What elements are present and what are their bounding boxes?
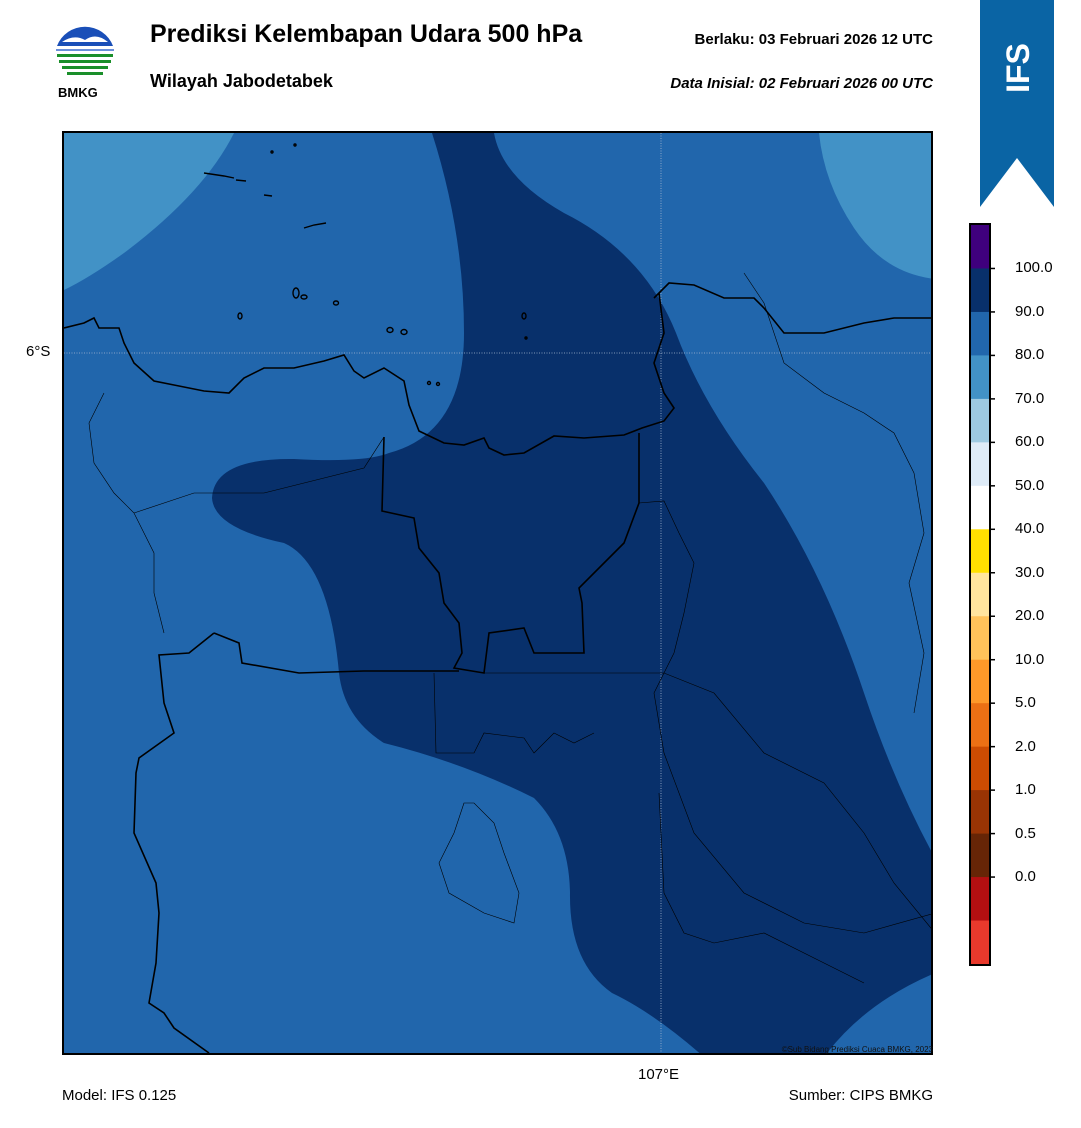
colorbar: [969, 223, 995, 966]
copyright-text: ©Sub Bidang Prediksi Cuaca BMKG, 2023: [781, 1045, 933, 1054]
colorbar-label: 10.0: [1015, 650, 1045, 668]
colorbar-swatch: [971, 311, 989, 356]
tangerang-boundary: [213, 632, 459, 674]
colorbar-label: 90.0: [1015, 302, 1045, 320]
colorbar-label: 50.0: [1015, 476, 1045, 494]
colorbar-label: 0.5: [1015, 824, 1036, 842]
colorbar-label: 2.0: [1015, 737, 1036, 755]
chart-subtitle: Wilayah Jabodetabek: [150, 71, 333, 91]
colorbar-label: 20.0: [1015, 607, 1045, 625]
humidity-band-70-80-ne: [819, 133, 931, 279]
colorbar-swatch: [971, 703, 989, 748]
colorbar-swatches: [969, 223, 995, 966]
bmkg-logo: [54, 22, 116, 84]
colorbar-swatch: [971, 659, 989, 704]
admin-boundaries: [88, 272, 931, 984]
colorbar-swatch: [971, 225, 989, 269]
colorbar-label: 100.0: [1015, 259, 1053, 277]
colorbar-swatch: [971, 616, 989, 661]
colorbar-swatch: [971, 833, 989, 878]
map-panel: [62, 131, 933, 1055]
colorbar-swatch: [971, 442, 989, 487]
initial-time: Data Inisial: 02 Februari 2026 00 UTC: [670, 75, 933, 92]
humidity-band-90-100: [212, 133, 931, 1053]
colorbar-swatch: [971, 485, 989, 530]
ifs-badge-text: IFS: [1000, 43, 1036, 93]
humidity-band-70-80-nw: [64, 133, 234, 290]
colorbar-swatch: [971, 746, 989, 791]
coastline: [64, 282, 931, 456]
colorbar-swatch: [971, 355, 989, 400]
chart-title: Prediksi Kelembapan Udara 500 hPa: [150, 20, 583, 48]
colorbar-label: 40.0: [1015, 520, 1045, 538]
source-label: Sumber: CIPS BMKG: [788, 1087, 933, 1104]
colorbar-label: 0.0: [1015, 868, 1036, 886]
colorbar-swatch: [971, 398, 989, 443]
banten-boundary: [133, 632, 215, 1053]
ifs-badge: IFS: [980, 0, 1054, 210]
longitude-label: 107°E: [638, 1066, 680, 1083]
colorbar-label: 70.0: [1015, 389, 1045, 407]
colorbar-swatch: [971, 529, 989, 574]
colorbar-swatch: [971, 877, 989, 922]
colorbar-swatch: [971, 572, 989, 617]
bookmark-ribbon-icon: [980, 0, 1054, 207]
thousand-islands: [203, 143, 528, 387]
colorbar-label: 60.0: [1015, 433, 1045, 451]
colorbar-swatch: [971, 920, 989, 965]
humidity-map: [64, 133, 931, 1053]
colorbar-swatch: [971, 268, 989, 313]
colorbar-label: 80.0: [1015, 346, 1045, 364]
latitude-label: 6°S: [26, 343, 51, 360]
colorbar-label: 30.0: [1015, 563, 1045, 581]
colorbar-label: 5.0: [1015, 694, 1036, 712]
colorbar-border: [969, 223, 991, 966]
bmkg-logo-icon: [55, 23, 115, 83]
model-label: Model: IFS 0.125: [62, 1087, 177, 1104]
valid-time: Berlaku: 03 Februari 2026 12 UTC: [694, 31, 933, 48]
logo-text: BMKG: [58, 85, 98, 100]
colorbar-swatch: [971, 790, 989, 835]
colorbar-label: 1.0: [1015, 781, 1036, 799]
